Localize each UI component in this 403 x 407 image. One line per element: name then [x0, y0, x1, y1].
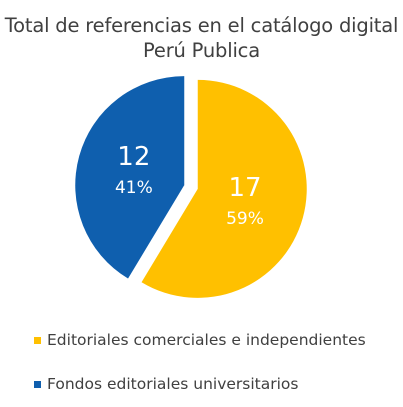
pie-slice-fondos [75, 76, 185, 279]
chart-title-line-1: Total de referencias en el catálogo digi… [4, 14, 399, 37]
legend-label-editoriales: Editoriales comerciales e independientes [47, 331, 366, 349]
legend-swatch-editoriales [34, 336, 41, 344]
pie-slice-editoriales [141, 79, 307, 298]
slice-value-label-fondos: 12 [117, 142, 150, 172]
pie-labels: 17 59% 12 41% [115, 142, 264, 229]
chart-title-line-2: Perú Publica [143, 39, 260, 62]
legend-item-fondos: Fondos editoriales universitarios [34, 375, 299, 393]
slice-percent-label-fondos: 41% [115, 178, 153, 198]
legend-swatch-fondos [34, 380, 41, 388]
legend-label-fondos: Fondos editoriales universitarios [47, 375, 299, 393]
pie-slices [75, 76, 307, 298]
slice-value-label-editoriales: 17 [228, 173, 261, 203]
slice-percent-label-editoriales: 59% [226, 209, 264, 229]
legend-item-editoriales: Editoriales comerciales e independientes [34, 331, 366, 349]
